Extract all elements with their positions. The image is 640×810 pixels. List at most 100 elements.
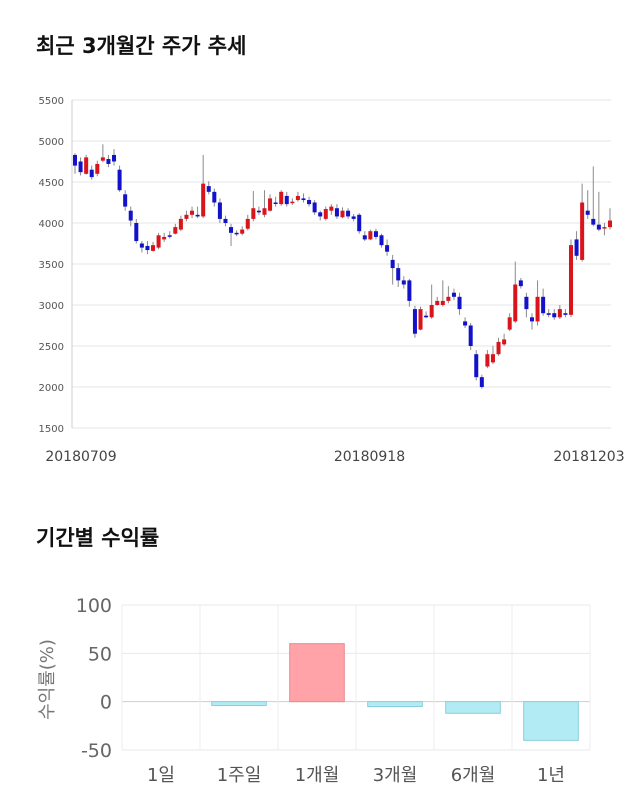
candle-body (541, 296, 546, 314)
candle-body (607, 220, 613, 228)
x-tick-label: 20180918 (334, 449, 405, 465)
candle-body (128, 210, 133, 221)
candle-body (390, 259, 395, 269)
x-tick-label: 20181203 (553, 449, 624, 465)
candle-body (418, 309, 423, 330)
candle-body (385, 245, 390, 252)
y-tick-label: 3000 (39, 301, 64, 312)
candle-body (284, 195, 289, 205)
candle-body (596, 224, 601, 230)
candle-body (479, 377, 484, 387)
candle-body (401, 280, 406, 285)
candle-body (362, 235, 367, 240)
return-bar (211, 701, 267, 707)
y-tick-label: 4000 (39, 219, 64, 230)
candle-body (451, 292, 456, 297)
period-return-title: 기간별 수익률 (36, 526, 160, 550)
y-tick-label: 5000 (39, 137, 64, 148)
x-tick-label: 6개월 (451, 765, 496, 786)
y-tick-label: 2500 (39, 342, 64, 353)
candle-body (156, 235, 161, 248)
candle-body (112, 154, 117, 162)
candle-body (518, 280, 523, 287)
candle-body (591, 218, 596, 225)
candle-body (474, 354, 479, 378)
candle-body (535, 296, 540, 322)
candle-body (602, 227, 607, 229)
candle-body (312, 202, 317, 213)
candle-body (307, 200, 312, 205)
candle-body (580, 202, 585, 260)
candle-body (106, 159, 111, 164)
candle-body (301, 198, 306, 201)
candle-body (379, 235, 384, 246)
return-bar (523, 701, 579, 741)
candle-body (351, 216, 356, 219)
return-bar (289, 643, 345, 703)
candle-body (368, 231, 373, 240)
y-tick-label: 4500 (39, 178, 64, 189)
candle-body (334, 208, 339, 217)
stock-trend-title: 최근 3개월간 주가 추세 (36, 34, 247, 58)
candle-body (440, 300, 445, 305)
candle-body (123, 194, 128, 207)
candle-body (167, 235, 172, 237)
candle-body (340, 210, 345, 218)
candle-body (513, 284, 518, 322)
candle-body (145, 245, 150, 251)
y-tick-label: 5500 (39, 96, 64, 107)
candle-body (585, 210, 590, 215)
candle-body (95, 163, 100, 174)
candle-body (412, 309, 417, 334)
candle-body (295, 195, 300, 201)
candle-body (240, 229, 245, 234)
candle-body (72, 154, 78, 166)
x-tick-label: 1년 (537, 765, 565, 786)
x-tick-label: 20180709 (45, 449, 116, 465)
candle-body (429, 305, 434, 318)
candle-body (190, 210, 195, 215)
x-tick-label: 1개월 (295, 765, 340, 786)
candle-body (201, 183, 206, 217)
x-tick-label: 3개월 (373, 765, 418, 786)
candle-body (251, 208, 256, 219)
candle-body (84, 157, 89, 174)
return-bar (367, 701, 423, 708)
stock-candlestick-chart: 1500 2000 2500 3000 3500 4000 4500 5000 5500 2018… (39, 96, 625, 465)
candle-body (139, 243, 144, 248)
candle-body (329, 206, 334, 211)
candle-body (212, 191, 217, 203)
candle-body (507, 317, 512, 330)
candle-body (195, 214, 200, 217)
candle-body (485, 354, 490, 367)
candle-body (435, 300, 440, 305)
candle-body (162, 236, 167, 240)
candle-body (89, 169, 94, 178)
y-tick-label: 50 (88, 643, 112, 665)
candle-body (568, 245, 573, 315)
candle-body (463, 321, 468, 326)
candle-body (273, 202, 278, 204)
candle-body (468, 325, 473, 346)
candle-body (217, 202, 222, 219)
candle-body (206, 186, 211, 192)
x-tick-label: 1일 (147, 765, 175, 786)
candle-body (407, 280, 412, 301)
candle-body (346, 210, 351, 217)
candle-body (78, 161, 83, 173)
candle-body (173, 227, 178, 234)
candle-body (290, 201, 295, 204)
candle-body (234, 232, 239, 235)
candle-body (524, 296, 529, 310)
return-bar (445, 701, 501, 714)
candle-body (318, 212, 323, 217)
candle-body (446, 296, 451, 301)
candle-body (279, 191, 284, 205)
candle-body (373, 231, 378, 237)
candle-body (496, 341, 501, 355)
candle-body (151, 245, 156, 251)
candle-body (529, 317, 534, 322)
x-tick-label: 1주일 (217, 765, 262, 786)
candle-body (552, 313, 557, 318)
candle-body (502, 339, 507, 345)
